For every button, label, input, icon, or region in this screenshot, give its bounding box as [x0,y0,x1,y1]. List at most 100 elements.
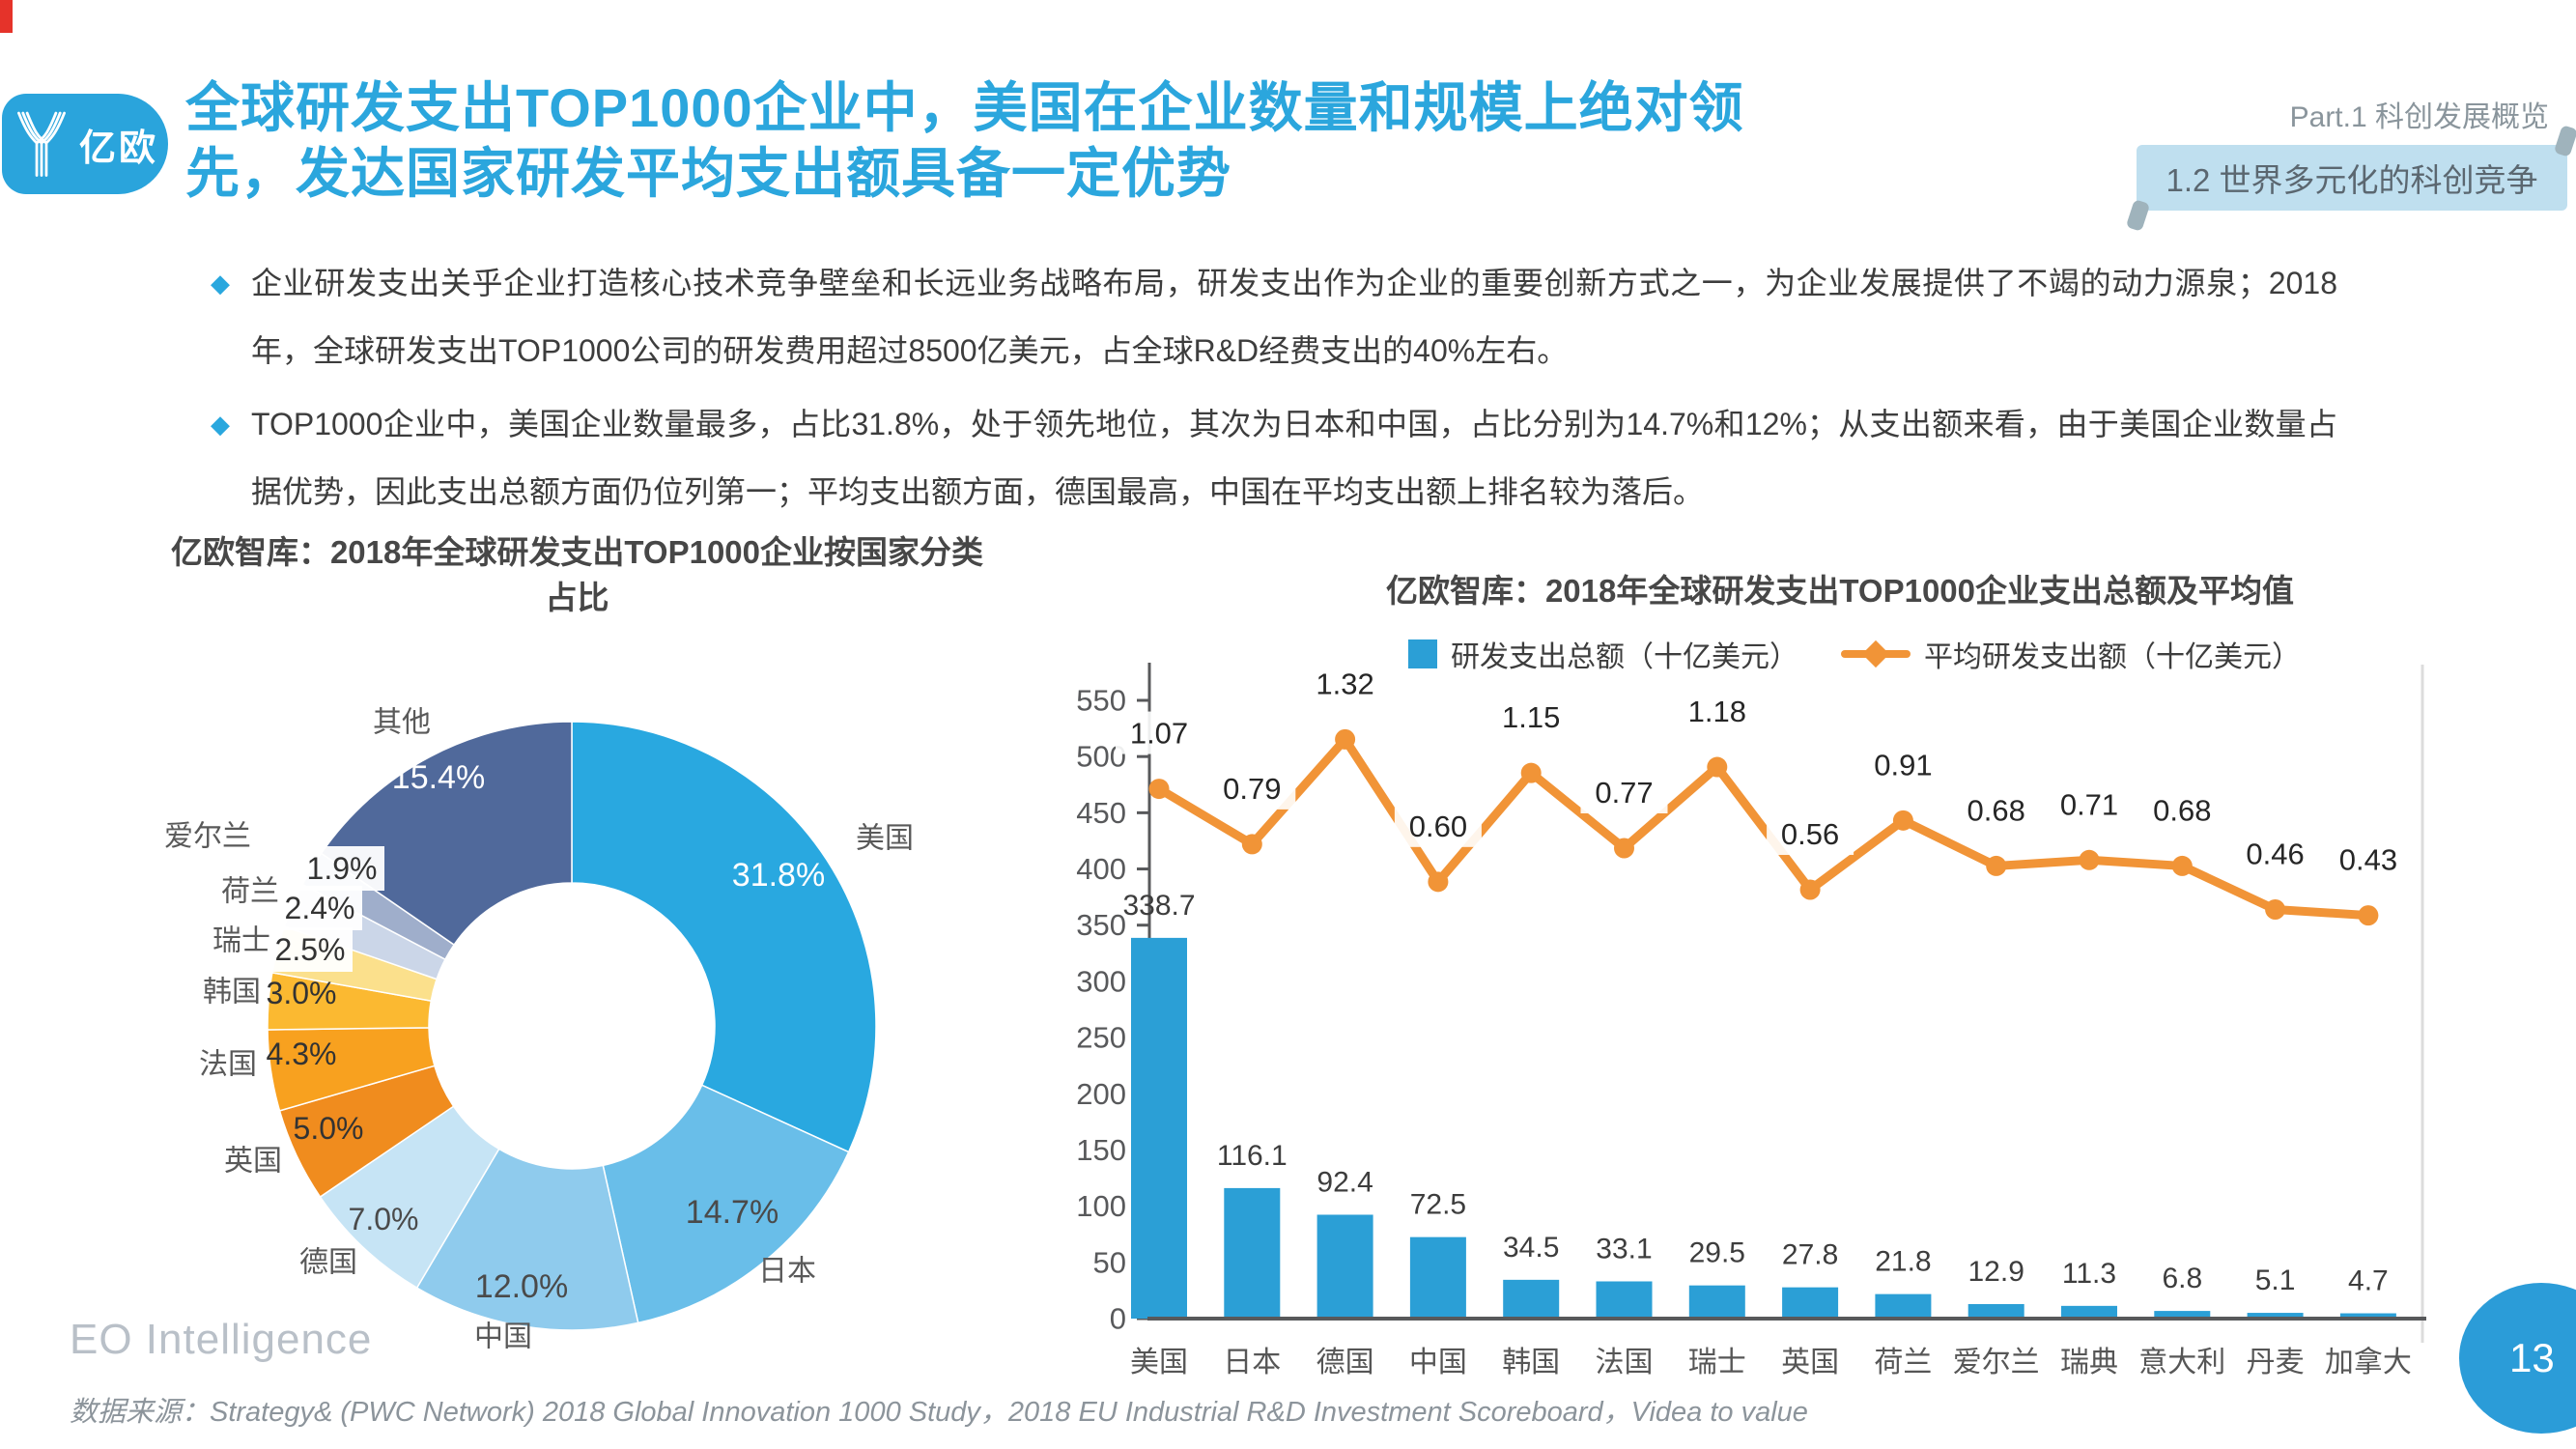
x-category-label-5: 法国 [1596,1347,1654,1378]
line-label-chip-12 [2231,832,2319,875]
bar-value-label-8: 21.8 [1875,1246,1931,1278]
combo-chart: 050100150200250300350400450500550338.7美国… [1076,662,2426,1378]
bar-col-0 [1131,937,1187,1319]
line-value-label-2: 1.32 [1316,667,1373,700]
bar-value-label-5: 33.1 [1596,1233,1652,1264]
donut-slice-1 [602,1084,850,1324]
line-label-chip-11 [2138,788,2226,832]
line-value-label-5: 0.77 [1595,776,1653,810]
page-number: 13 [2509,1335,2555,1380]
line-value-label-3: 0.60 [1409,810,1467,843]
donut-pct-label-1: 14.7% [686,1194,778,1231]
line-point-0 [1148,779,1170,800]
line-point-6 [1707,756,1728,778]
x-category-label-6: 瑞士 [1688,1347,1746,1378]
donut-pct-label-9: 1.9% [307,851,378,886]
line-point-10 [2079,849,2100,870]
bullet-diamond-icon: ◆ [211,269,230,298]
line-label-chip-13 [2324,838,2412,881]
y-tick-label-8: 400 [1076,852,1126,886]
line-value-label-12: 0.46 [2246,837,2304,870]
bar-value-label-1: 116.1 [1217,1140,1288,1172]
legend-label-bar: 研发支出总额（十亿美元） [1451,641,1798,673]
avg-line [1154,734,2373,921]
line-value-label-9: 0.68 [1967,793,2025,827]
bar-value-label-13: 4.7 [2348,1265,2389,1297]
bullet-text: 企业研发支出关乎企业打造核心技术竞争壁垒和长远业务战略布局，研发支出作为企业的重… [251,266,2337,368]
x-category-label-10: 瑞典 [2060,1347,2118,1378]
line-value-label-0: 1.07 [1130,717,1188,751]
logo-wordmark: 亿欧 [78,128,158,169]
donut-pct-chip-7 [268,927,353,972]
donut-pct-label-3: 7.0% [349,1202,419,1236]
donut-name-label-4: 英国 [224,1146,282,1178]
legend-item-line: 平均研发支出额（十亿美元） [1841,633,2301,675]
data-source-note: 数据来源：Strategy& (PWC Network) 2018 Global… [70,1397,1808,1428]
section-tag: 1.2 世界多元化的科创竞争 [2137,145,2567,211]
x-category-label-9: 爱尔兰 [1953,1347,2040,1378]
bar-value-label-12: 5.1 [2255,1264,2296,1296]
bar-col-4 [1503,1279,1560,1319]
bar-col-12 [2247,1313,2304,1319]
bar-value-label-2: 92.4 [1316,1166,1373,1198]
line-point-2 [1335,728,1356,750]
donut-pct-chip-8 [277,886,362,930]
bullet-diamond-icon: ◆ [211,410,230,439]
line-label-chip-6 [1673,690,1761,733]
donut-pct-label-10: 15.4% [392,759,485,796]
corner-red-marker [0,0,13,33]
donut-chart-title: 亿欧智库：2018年全球研发支出TOP1000企业按国家分类占比 [170,534,984,615]
bar-col-7 [1782,1287,1839,1319]
bar-col-11 [2154,1311,2211,1319]
donut-name-label-0: 美国 [856,823,914,855]
line-label-chip-5 [1580,771,1668,814]
line-point-5 [1614,838,1634,859]
bar-col-2 [1316,1214,1373,1319]
donut-chart: 31.8% 美国 14.7% 日本 12.0% 中国 7.0% 德国 5.0% 英国 4.3% 法国 3… [164,707,914,1353]
line-label-chip-2 [1301,662,1389,705]
donut-pct-label-0: 31.8% [732,857,825,894]
donut-pct-label-5: 4.3% [267,1037,337,1071]
y-tick-label-9: 450 [1076,796,1126,830]
line-point-11 [2171,855,2193,876]
line-point-1 [1241,834,1262,855]
line-value-label-11: 0.68 [2153,793,2211,827]
bar-col-10 [2061,1305,2117,1319]
line-label-chip-1 [1208,766,1296,810]
line-value-label-13: 0.43 [2339,843,2397,877]
line-label-chip-0 [1116,711,1203,754]
line-label-chip-4 [1487,696,1575,739]
page-title: 全球研发支出TOP1000企业中，美国在企业数量和规模上绝对领先，发达国家研发平… [185,77,1744,204]
donut-name-label-3: 德国 [299,1247,357,1279]
line-label-chip-7 [1767,812,1854,856]
bar-col-1 [1224,1187,1281,1319]
y-tick-label-7: 350 [1076,908,1126,942]
y-tick-label-4: 200 [1076,1077,1126,1111]
x-category-label-3: 中国 [1409,1347,1467,1378]
line-value-label-6: 1.18 [1688,695,1746,728]
combo-chart-legend: 研发支出总额（十亿美元） 平均研发支出额（十亿美元） [1372,633,2337,675]
line-point-9 [1986,855,2007,876]
bar-col-6 [1688,1285,1745,1319]
line-value-label-1: 0.79 [1223,772,1281,806]
y-tick-label-0: 0 [1110,1302,1126,1336]
donut-pct-label-8: 2.4% [285,891,355,925]
eo-logo-icon [17,111,66,177]
bar-col-8 [1875,1293,1932,1319]
donut-name-label-7: 瑞士 [212,925,270,957]
bar-value-label-4: 34.5 [1503,1232,1559,1264]
footer-brand: EO Intelligence [70,1316,373,1363]
bar-value-label-0: 338.7 [1122,890,1195,922]
donut-name-label-2: 中国 [474,1321,532,1353]
legend-item-bar: 研发支出总额（十亿美元） [1408,633,1798,675]
line-point-4 [1520,762,1542,783]
donut-name-label-5: 法国 [199,1049,257,1081]
bar-col-9 [1967,1303,2024,1319]
donut-name-label-6: 韩国 [203,977,261,1009]
legend-label-line: 平均研发支出额（十亿美元） [1924,641,2301,673]
bar-col-5 [1596,1281,1653,1319]
y-tick-label-3: 150 [1076,1133,1126,1167]
bar-col-13 [2339,1313,2396,1319]
bar-value-label-11: 6.8 [2162,1263,2202,1294]
